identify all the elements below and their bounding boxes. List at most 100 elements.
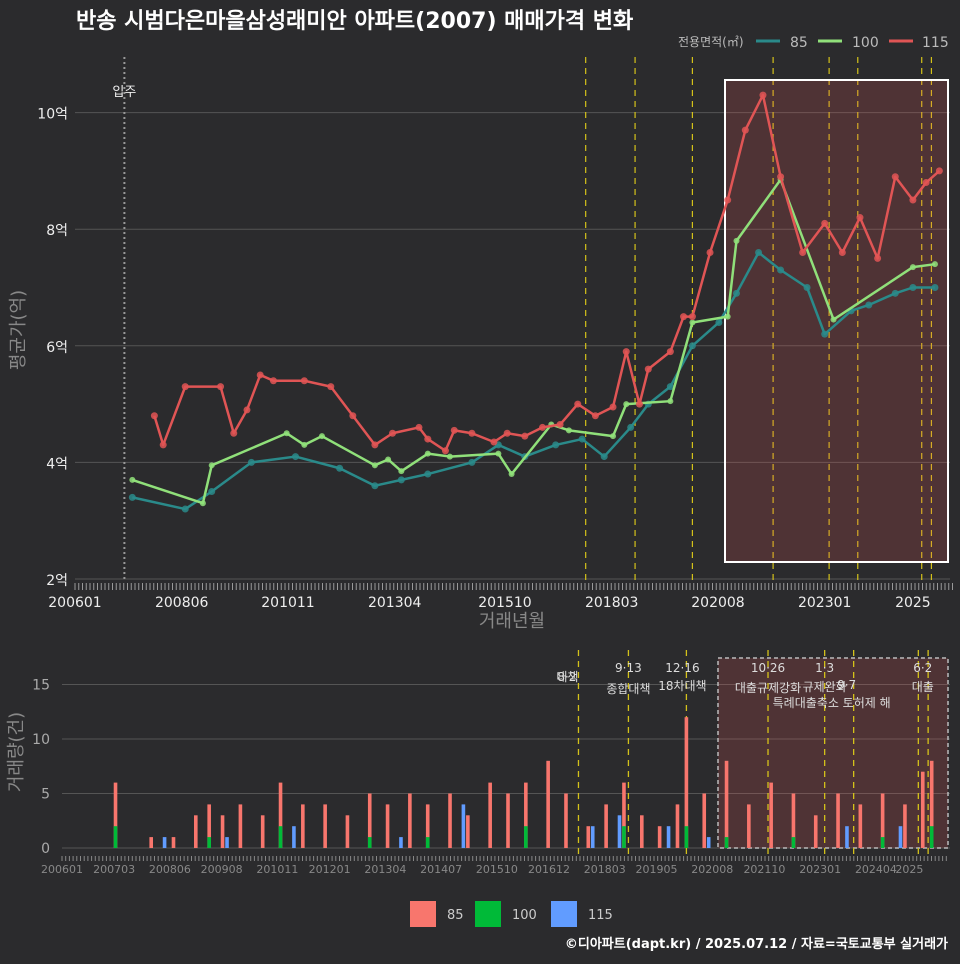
price-x-tick-label: 201304 bbox=[368, 595, 422, 611]
price-point-115 bbox=[389, 429, 397, 437]
price-point-85 bbox=[552, 441, 560, 449]
volume-bar-85 bbox=[323, 804, 327, 848]
volume-bar-85 bbox=[657, 826, 662, 848]
price-point-115 bbox=[349, 412, 357, 420]
price-point-115 bbox=[521, 432, 529, 440]
price-point-115 bbox=[891, 173, 899, 181]
event-description-label: 대책 bbox=[556, 669, 578, 684]
price-y-tick-label: 10억 bbox=[37, 107, 68, 123]
price-point-115 bbox=[269, 377, 277, 385]
chart-title: 반송 시범다은마을삼성래미안 아파트(2007) 매매가격 변화 bbox=[76, 9, 633, 34]
price-point-115 bbox=[441, 447, 449, 455]
price-point-115 bbox=[622, 348, 630, 356]
volume-bar-115 bbox=[706, 837, 711, 848]
price-point-115 bbox=[450, 426, 458, 434]
event-description-label: 규제완화 bbox=[803, 680, 847, 694]
price-point-85 bbox=[371, 482, 379, 490]
price-point-85 bbox=[865, 301, 873, 309]
volume-legend-115-label: 115 bbox=[588, 908, 613, 923]
volume-bar-115 bbox=[590, 826, 595, 848]
volume-x-tick-label: 201612 bbox=[528, 863, 570, 876]
volume-legend-85-label: 85 bbox=[447, 908, 464, 923]
volume-bar-85 bbox=[194, 815, 198, 848]
volume-bar-85 bbox=[586, 826, 591, 848]
price-series-line-115 bbox=[153, 93, 941, 452]
price-point-115 bbox=[799, 249, 807, 257]
price-x-tick-label: 202301 bbox=[798, 595, 851, 611]
price-point-115 bbox=[724, 196, 732, 204]
event-date-label: 9·7 bbox=[837, 678, 856, 692]
volume-bar-85 bbox=[724, 760, 729, 848]
price-point-115 bbox=[574, 400, 582, 408]
price-point-100 bbox=[129, 476, 136, 483]
volume-x-tick-label: 201201 bbox=[309, 863, 351, 876]
price-point-115 bbox=[935, 167, 943, 175]
price-x-tick-label: 2025 bbox=[895, 595, 931, 611]
price-point-85 bbox=[600, 453, 608, 461]
volume-x-tick-label: 202110 bbox=[743, 863, 785, 876]
price-point-115 bbox=[327, 383, 335, 391]
price-point-85 bbox=[181, 505, 189, 513]
price-point-115 bbox=[159, 441, 167, 449]
volume-x-tick-label: 200601 bbox=[41, 863, 83, 876]
volume-bar-115 bbox=[399, 837, 403, 848]
volume-bar-85 bbox=[149, 837, 153, 848]
volume-x-tick-label: 200806 bbox=[149, 863, 191, 876]
price-x-tick-label: 200601 bbox=[48, 595, 101, 611]
price-point-85 bbox=[666, 383, 674, 391]
price-point-85 bbox=[821, 330, 829, 338]
price-point-115 bbox=[243, 406, 251, 414]
volume-bar-85 bbox=[220, 815, 225, 848]
price-y-tick-label: 2억 bbox=[46, 573, 68, 589]
price-point-115 bbox=[490, 438, 498, 446]
volume-bar-85 bbox=[640, 815, 644, 848]
volume-bar-85 bbox=[813, 815, 818, 848]
price-point-115 bbox=[217, 383, 225, 391]
price-point-115 bbox=[706, 249, 714, 257]
volume-bar-85 bbox=[113, 782, 118, 848]
volume-highlight-box bbox=[717, 657, 949, 849]
event-description-label: 종합대책 bbox=[606, 681, 650, 696]
price-point-100 bbox=[495, 450, 502, 457]
price-point-115 bbox=[874, 254, 882, 262]
price-point-85 bbox=[688, 342, 696, 350]
price-point-85 bbox=[909, 284, 917, 291]
volume-bar-85 bbox=[466, 815, 470, 848]
event-date-label: 1·3 bbox=[815, 661, 834, 675]
volume-y-tick-label: 5 bbox=[41, 787, 50, 803]
volume-y-tick-label: 15 bbox=[32, 678, 50, 694]
volume-bar-100 bbox=[791, 837, 796, 848]
volume-bar-85 bbox=[903, 804, 907, 848]
price-point-85 bbox=[733, 289, 740, 297]
price-point-85 bbox=[627, 423, 635, 431]
volume-bar-85 bbox=[858, 804, 863, 848]
price-point-100 bbox=[623, 401, 630, 408]
volume-bar-85 bbox=[604, 804, 608, 848]
volume-bar-100 bbox=[880, 837, 885, 848]
volume-bar-115 bbox=[225, 837, 229, 848]
price-point-85 bbox=[208, 488, 216, 496]
volume-bar-85 bbox=[238, 804, 243, 848]
volume-bar-115 bbox=[898, 826, 903, 848]
price-point-100 bbox=[424, 450, 431, 457]
volume-bar-85 bbox=[425, 804, 430, 848]
volume-bar-85 bbox=[929, 760, 934, 848]
price-point-100 bbox=[689, 319, 696, 326]
volume-bar-85 bbox=[301, 804, 305, 848]
volume-legend-85-swatch bbox=[410, 901, 436, 927]
volume-bar-85 bbox=[408, 793, 412, 848]
volume-x-tick-label: 201407 bbox=[420, 863, 462, 876]
volume-y-tick-label: 10 bbox=[32, 732, 50, 748]
volume-bar-85 bbox=[524, 782, 528, 848]
volume-legend: 85 100 115 bbox=[410, 901, 613, 927]
price-chart: 입주 평균가(억) 거래년월 2억4억6억8억10억20060120080620… bbox=[8, 57, 953, 632]
volume-bar-85 bbox=[880, 793, 885, 848]
legend: 전용면적(㎡) 85 100 115 bbox=[678, 35, 949, 51]
price-point-115 bbox=[922, 179, 930, 187]
event-date-label: 6·2 bbox=[913, 661, 932, 675]
volume-bar-85 bbox=[345, 815, 350, 848]
price-point-100 bbox=[301, 441, 308, 448]
legend-title: 전용면적(㎡) bbox=[678, 35, 744, 49]
event-description-label: 대출규제강화 bbox=[735, 681, 801, 695]
